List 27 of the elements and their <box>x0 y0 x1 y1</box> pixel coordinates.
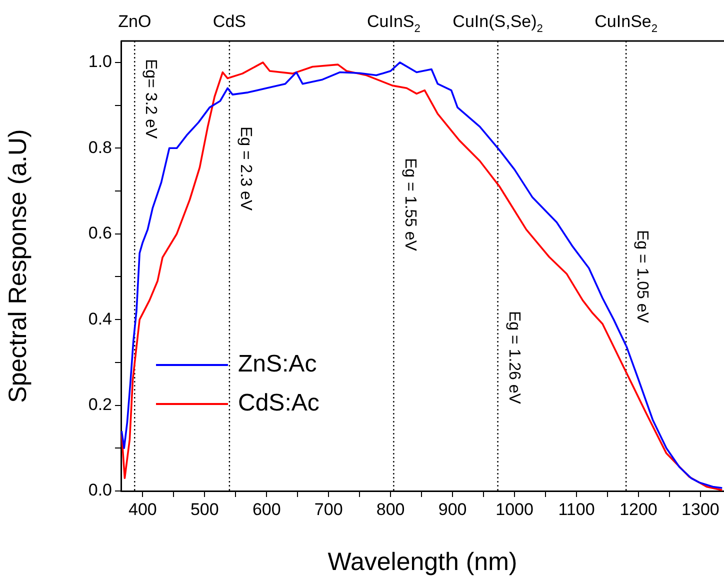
annotation: Eg= 3.2 eV <box>142 59 160 139</box>
annotation: Eg = 1.26 eV <box>505 311 522 404</box>
x-tick-label: 600 <box>252 500 281 519</box>
y-tick-label: 0.2 <box>88 394 112 414</box>
y-tick-label: 0.0 <box>88 480 112 500</box>
x-tick-label: 700 <box>314 500 343 519</box>
x-tick-label: 1200 <box>620 500 658 519</box>
x-tick-label: 900 <box>438 500 467 519</box>
ref-line-label: CdS <box>212 12 246 31</box>
x-axis-title: Wavelength (nm) <box>328 548 518 576</box>
y-tick-label: 0.6 <box>88 224 112 243</box>
x-tick-label: 400 <box>128 500 157 519</box>
y-axis-title: Spectral Response (a.U) <box>4 129 32 403</box>
x-tick-label: 1100 <box>558 500 595 519</box>
annotation: Eg = 2.3 eV <box>237 126 254 211</box>
x-tick-label: 1300 <box>682 500 720 519</box>
y-tick-label: 0.4 <box>88 309 112 328</box>
legend-label: CdS:Ac <box>238 390 320 417</box>
x-tick-label: 800 <box>376 500 405 519</box>
annotation: Eg = 1.05 eV <box>634 230 651 324</box>
y-tick-label: 1.0 <box>88 52 112 72</box>
y-tick-label: 0.8 <box>88 138 112 157</box>
ref-line-label: ZnO <box>118 12 152 31</box>
legend-label: ZnS:Ac <box>238 350 317 378</box>
annotation: Eg = 1.55 eV <box>401 158 418 252</box>
x-tick-label: 1000 <box>496 500 534 519</box>
x-tick-label: 500 <box>190 500 219 519</box>
